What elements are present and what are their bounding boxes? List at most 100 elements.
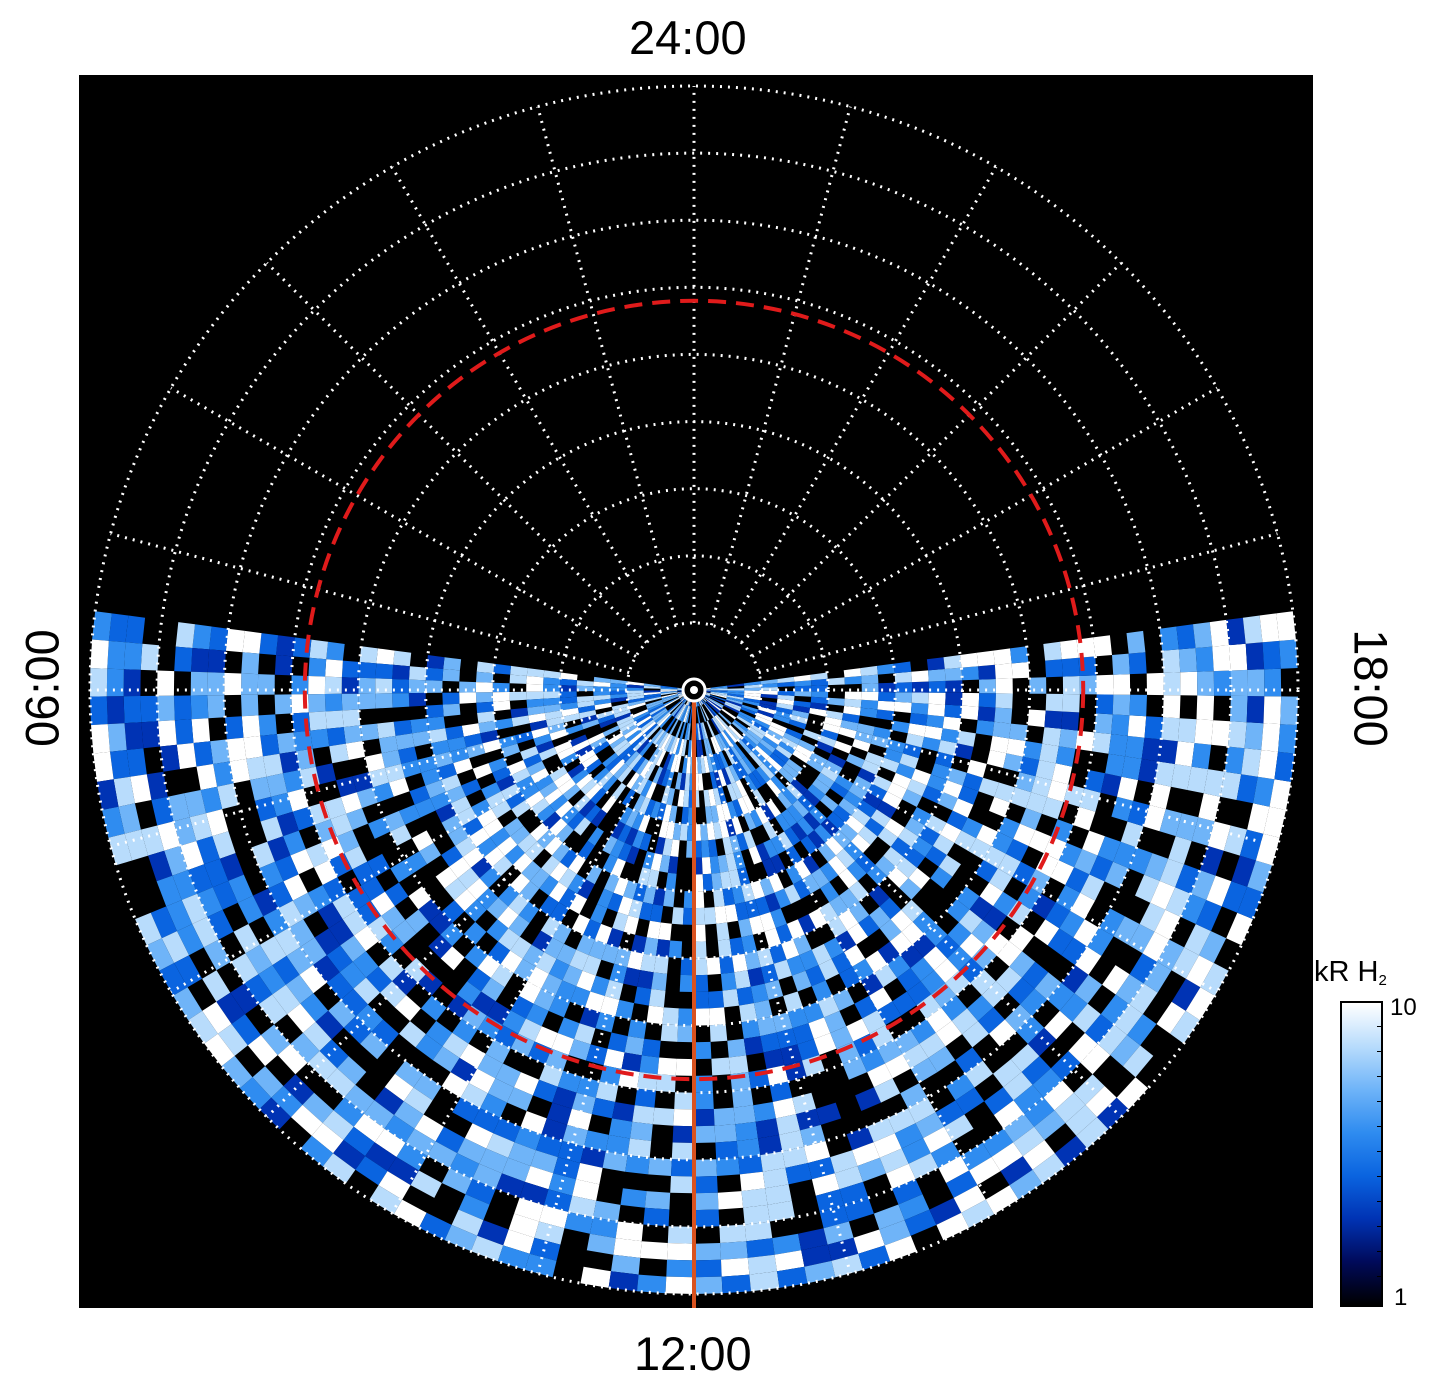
emission-cell — [1128, 652, 1147, 675]
emission-cell — [728, 1055, 749, 1075]
emission-cell — [476, 701, 494, 713]
emission-cell — [607, 892, 624, 913]
emission-cell — [1032, 1153, 1066, 1184]
emission-cell — [124, 829, 149, 861]
emission-cell — [907, 723, 927, 737]
emission-cell — [672, 702, 684, 717]
emission-cell — [923, 946, 948, 971]
emission-cell — [639, 719, 655, 732]
emission-cell — [741, 1019, 761, 1039]
emission-cell — [724, 904, 739, 923]
emission-cell — [1035, 853, 1059, 878]
emission-cell — [446, 994, 472, 1019]
emission-cell — [1060, 639, 1079, 660]
emission-cell — [435, 1126, 465, 1154]
emission-cell — [546, 716, 564, 727]
emission-cell — [716, 733, 728, 750]
emission-cell — [475, 682, 493, 693]
emission-cell — [694, 857, 703, 875]
emission-cell — [926, 774, 947, 792]
emission-cell — [158, 720, 177, 747]
emission-cell — [1016, 1016, 1045, 1044]
emission-cell — [628, 731, 644, 746]
emission-cell — [744, 774, 758, 792]
emission-cell — [721, 1257, 750, 1277]
emission-cell — [491, 800, 512, 819]
emission-cell — [405, 1128, 436, 1156]
emission-cell — [302, 1092, 334, 1123]
emission-cell — [405, 909, 430, 934]
emission-cell — [721, 708, 737, 720]
emission-cell — [441, 900, 465, 923]
emission-cell — [260, 734, 280, 757]
emission-cell — [611, 782, 627, 800]
emission-cell — [558, 868, 577, 889]
emission-cell — [472, 1108, 501, 1134]
emission-cell — [630, 734, 646, 749]
emission-cell — [459, 681, 476, 693]
emission-cell — [793, 934, 812, 956]
emission-cell — [810, 702, 828, 711]
emission-cell — [637, 970, 654, 989]
emission-cell — [113, 776, 135, 807]
emission-cell — [548, 995, 571, 1018]
emission-cell — [591, 1097, 616, 1119]
emission-cell — [177, 924, 204, 956]
emission-cell — [326, 641, 345, 661]
emission-cell — [735, 779, 748, 797]
emission-cell — [580, 1266, 611, 1288]
emission-cell — [617, 824, 632, 843]
emission-cell — [661, 694, 678, 700]
emission-cell — [428, 934, 453, 959]
emission-cell — [207, 672, 225, 696]
emission-cell — [748, 772, 762, 790]
emission-cell — [1082, 830, 1105, 856]
emission-cell — [258, 965, 286, 995]
emission-cell — [419, 842, 442, 865]
emission-cell — [580, 1146, 606, 1168]
emission-cell — [313, 955, 340, 983]
emission-cell — [567, 763, 586, 779]
emission-cell — [776, 702, 794, 710]
emission-cell — [807, 830, 826, 849]
emission-cell — [786, 955, 806, 976]
emission-cell — [926, 714, 945, 729]
emission-cell — [726, 698, 743, 705]
emission-cell — [877, 700, 895, 712]
emission-cell — [772, 1012, 793, 1033]
emission-cell — [895, 692, 913, 703]
emission-cell — [1247, 803, 1270, 834]
local-time-meridian — [536, 106, 679, 626]
emission-cell — [572, 739, 590, 753]
emission-cell — [739, 1171, 766, 1192]
emission-cell — [820, 766, 839, 782]
emission-cell — [645, 699, 663, 707]
emission-cell — [879, 1220, 911, 1246]
emission-cell — [899, 878, 922, 900]
emission-cell — [899, 753, 919, 769]
emission-cell — [750, 724, 767, 736]
emission-cell — [543, 1189, 573, 1212]
emission-cell — [743, 1036, 764, 1056]
emission-cell — [477, 711, 495, 724]
emission-cell — [852, 1142, 880, 1166]
emission-cell — [827, 697, 845, 706]
emission-cell — [1185, 987, 1215, 1021]
emission-cell — [307, 1051, 338, 1081]
emission-cell — [408, 679, 426, 694]
emission-cell — [1073, 919, 1100, 947]
emission-cell — [518, 1018, 542, 1042]
emission-cell — [1100, 994, 1130, 1025]
emission-cell — [285, 974, 314, 1004]
emission-cell — [626, 772, 640, 790]
emission-cell — [401, 759, 422, 778]
emission-cell — [869, 906, 891, 929]
emission-cell — [637, 867, 651, 886]
emission-cell — [486, 1133, 515, 1158]
colorbar-unit-subscript: 2 — [1378, 972, 1387, 989]
emission-cell — [604, 979, 624, 1000]
emission-cell — [376, 648, 395, 665]
emission-cell — [374, 1128, 406, 1157]
emission-cell — [381, 750, 402, 768]
emission-cell — [706, 957, 721, 975]
